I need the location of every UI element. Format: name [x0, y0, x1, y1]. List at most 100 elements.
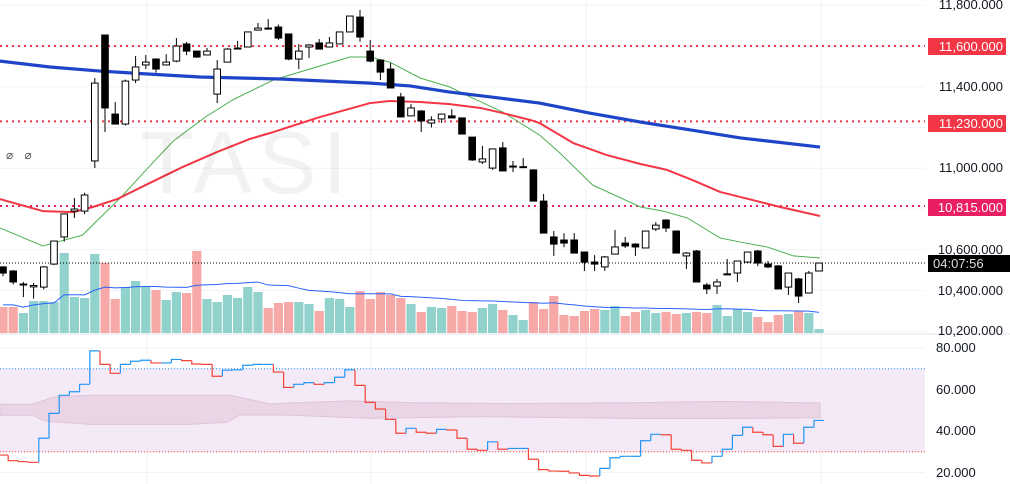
rsi-step	[334, 376, 345, 383]
volume-bar	[365, 299, 375, 333]
volume-bar	[355, 291, 365, 333]
volume-bar	[518, 320, 528, 333]
rsi-step	[293, 383, 304, 388]
candle-up	[213, 68, 221, 95]
price-tick-label: 11,400.000	[938, 78, 1003, 94]
volume-bar	[722, 316, 732, 333]
candle-down	[152, 58, 160, 70]
volume-bar	[171, 292, 181, 333]
rsi-step	[813, 419, 824, 428]
volume-bar	[90, 254, 100, 333]
volume-bar	[59, 253, 69, 333]
volume-bar	[161, 300, 171, 333]
candle-up	[407, 107, 415, 117]
volume-bar	[794, 311, 804, 333]
candle-down	[794, 278, 803, 297]
rsi-step	[711, 455, 722, 463]
candle-down	[376, 59, 385, 73]
rsi-step	[599, 467, 610, 477]
rsi-step	[640, 440, 651, 457]
rsi-step	[191, 360, 202, 365]
volume-bar	[814, 329, 824, 333]
volume-bar	[426, 307, 436, 333]
rsi-step	[405, 427, 416, 434]
candle-down	[672, 230, 681, 254]
candle-down	[274, 26, 283, 39]
candle-up	[427, 119, 436, 124]
rsi-step	[28, 461, 39, 463]
rsi-step	[721, 448, 733, 457]
volume-bar	[202, 299, 212, 333]
volume-bar	[620, 316, 630, 333]
rsi-step	[58, 394, 70, 414]
candle-down	[284, 33, 293, 60]
volume-bar	[0, 307, 8, 333]
price-tick-label: 11,000.000	[938, 160, 1003, 176]
symbol-watermark: TASI	[140, 113, 354, 212]
candle-down	[560, 239, 568, 244]
volume-bar	[386, 295, 396, 333]
candle-down	[529, 169, 538, 202]
rsi-step	[497, 441, 508, 450]
rsi-step	[79, 383, 90, 392]
candle-up	[784, 272, 793, 288]
rsi-step	[752, 427, 763, 433]
volume-bar	[29, 301, 39, 333]
volume-bar	[804, 313, 814, 333]
candle-up	[121, 80, 130, 125]
rsi-step	[252, 363, 263, 366]
price-tick-label: 11,800.000	[938, 0, 1003, 13]
rsi-step	[701, 460, 712, 464]
volume-bar	[712, 305, 722, 333]
candle-up	[733, 260, 742, 274]
candle-up	[162, 61, 170, 66]
rsi-step	[793, 434, 804, 444]
candle-up	[611, 246, 619, 255]
volume-bar	[488, 304, 498, 333]
moving-average-line	[0, 100, 821, 217]
volume-bar	[273, 303, 283, 333]
rsi-step	[170, 358, 182, 363]
volume-ma-line	[3, 281, 820, 313]
rsi-step	[150, 360, 161, 364]
volume-bar	[457, 311, 467, 333]
volume-bar	[651, 313, 661, 333]
rsi-step	[181, 359, 192, 362]
volume-bar	[579, 311, 589, 333]
rsi-step	[211, 364, 223, 377]
rsi-step	[68, 391, 80, 396]
candle-up	[805, 272, 813, 294]
volume-bar	[324, 298, 334, 333]
rsi-step	[272, 364, 284, 373]
candle-down	[0, 266, 7, 274]
volume-bar	[222, 295, 232, 333]
volume-bar	[314, 311, 324, 333]
candle-down	[417, 110, 425, 122]
hidden-indicator-icons[interactable]: ⌀ ⌀	[6, 148, 36, 162]
rsi-step	[731, 434, 743, 450]
volume-bar	[396, 298, 406, 333]
volume-bar	[18, 313, 28, 333]
volume-bar	[508, 315, 518, 333]
candle-down	[703, 284, 711, 290]
candle-down	[193, 50, 201, 58]
volume-bar	[539, 309, 549, 333]
rsi-tick-label: 20.000	[936, 464, 976, 480]
candle-up	[233, 47, 242, 50]
volume-bar	[120, 287, 130, 333]
volume-bar	[192, 251, 202, 333]
volume-bar	[549, 296, 559, 333]
candle-up	[346, 15, 354, 33]
candle-up	[601, 256, 609, 268]
volume-bar	[294, 302, 304, 333]
volume-bar	[110, 299, 120, 333]
volume-bar	[141, 286, 151, 333]
candle-down	[315, 42, 323, 50]
volume-bar	[559, 315, 569, 333]
rsi-step	[38, 437, 49, 463]
candle-up	[713, 281, 721, 287]
rsi-step	[374, 402, 386, 410]
rsi-step	[313, 382, 325, 385]
rsi-step	[221, 369, 233, 377]
